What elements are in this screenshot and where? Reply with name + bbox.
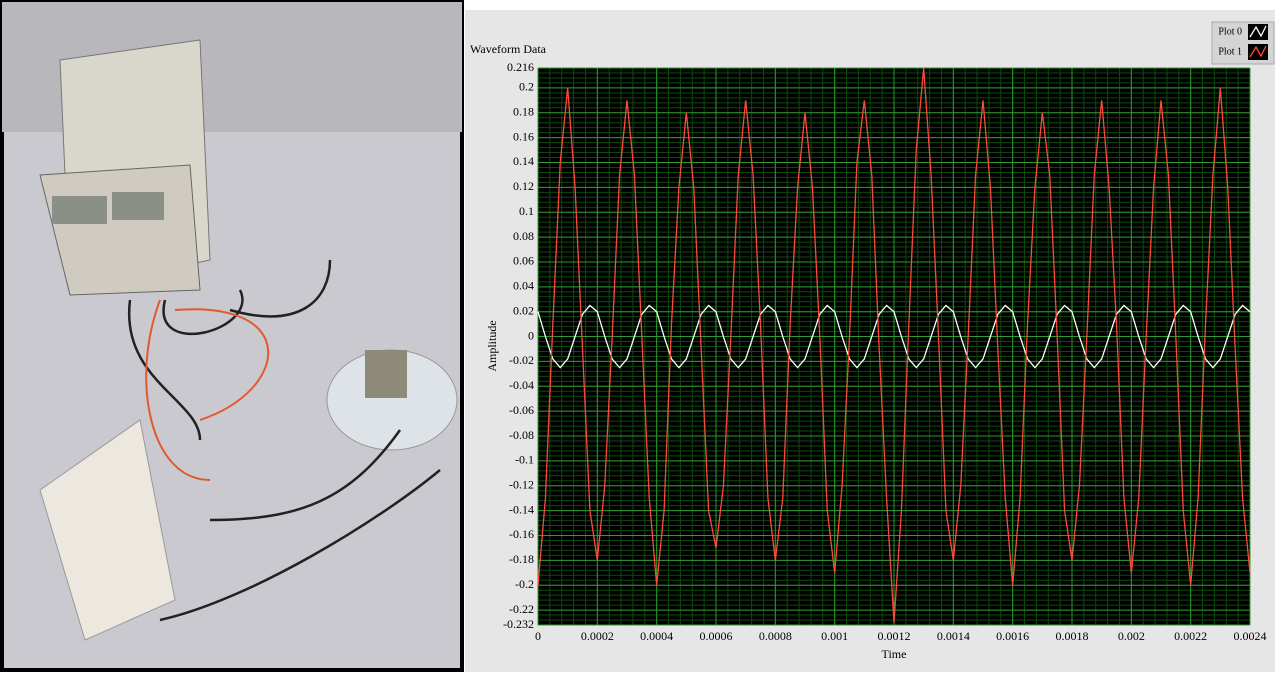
y-tick-label: 0.2 <box>519 80 534 94</box>
display <box>52 196 107 224</box>
y-tick-label: 0.1 <box>519 204 534 218</box>
x-tick-label: 0.0024 <box>1234 629 1267 643</box>
x-tick-label: 0 <box>535 629 541 643</box>
y-tick-label: -0.08 <box>509 428 534 442</box>
y-tick-label: 0.04 <box>513 279 534 293</box>
x-tick-label: 0.0006 <box>700 629 733 643</box>
breadboard <box>39 419 176 641</box>
wires <box>127 259 441 622</box>
x-tick-label: 0.0004 <box>640 629 673 643</box>
y-tick-label: 0 <box>528 328 534 342</box>
y-tick-label: 0.08 <box>513 229 534 243</box>
x-tick-label: 0.001 <box>821 629 848 643</box>
y-tick-label: -0.04 <box>509 378 534 392</box>
y-tick-label: -0.16 <box>509 527 534 541</box>
y-tick-label: 0.18 <box>513 105 534 119</box>
y-tick-label: -0.06 <box>509 403 534 417</box>
x-tick-label: 0.0016 <box>996 629 1029 643</box>
chart-title: Waveform Data <box>470 42 547 56</box>
y-tick-label: -0.12 <box>509 478 534 492</box>
x-tick-label: 0.0002 <box>581 629 614 643</box>
legend-swatch <box>1249 25 1267 38</box>
y-axis-label: Amplitude <box>485 320 499 371</box>
y-tick-label: 0.216 <box>507 60 534 74</box>
series-line <box>537 67 1251 623</box>
legend-swatch <box>1249 45 1267 58</box>
y-tick-label: -0.22 <box>509 602 534 616</box>
y-tick-label: -0.18 <box>509 552 534 566</box>
series-line <box>537 304 1251 369</box>
y-tick-label: 0.02 <box>513 303 534 317</box>
y-tick-label: -0.02 <box>509 353 534 367</box>
legend-swatch-box <box>1248 44 1268 60</box>
x-tick-label: 0.002 <box>1118 629 1145 643</box>
x-axis-label: Time <box>882 647 907 661</box>
y-tick-label: 0.06 <box>513 254 534 268</box>
photo <box>0 0 464 672</box>
x-tick-label: 0.0014 <box>937 629 970 643</box>
y-tick-label: -0.2 <box>515 577 534 591</box>
electrode <box>365 350 407 398</box>
legend-swatch-box <box>1248 24 1268 40</box>
x-tick-label: 0.0022 <box>1174 629 1207 643</box>
y-tick-label: 0.12 <box>513 179 534 193</box>
grid <box>537 67 1251 626</box>
y-tick-label: 0.16 <box>513 129 534 143</box>
display <box>112 192 164 220</box>
x-tick-label: 0.0018 <box>1056 629 1089 643</box>
y-tick-label: 0.14 <box>513 154 534 168</box>
x-tick-label: 0.0008 <box>759 629 792 643</box>
y-tick-label: -0.232 <box>503 617 534 631</box>
wires <box>145 299 270 481</box>
legend-label: Plot 0 <box>1218 26 1242 37</box>
y-tick-label: -0.1 <box>515 453 534 467</box>
y-tick-label: -0.14 <box>509 502 534 516</box>
legend-label: Plot 1 <box>1218 46 1242 57</box>
x-tick-label: 0.0012 <box>878 629 911 643</box>
